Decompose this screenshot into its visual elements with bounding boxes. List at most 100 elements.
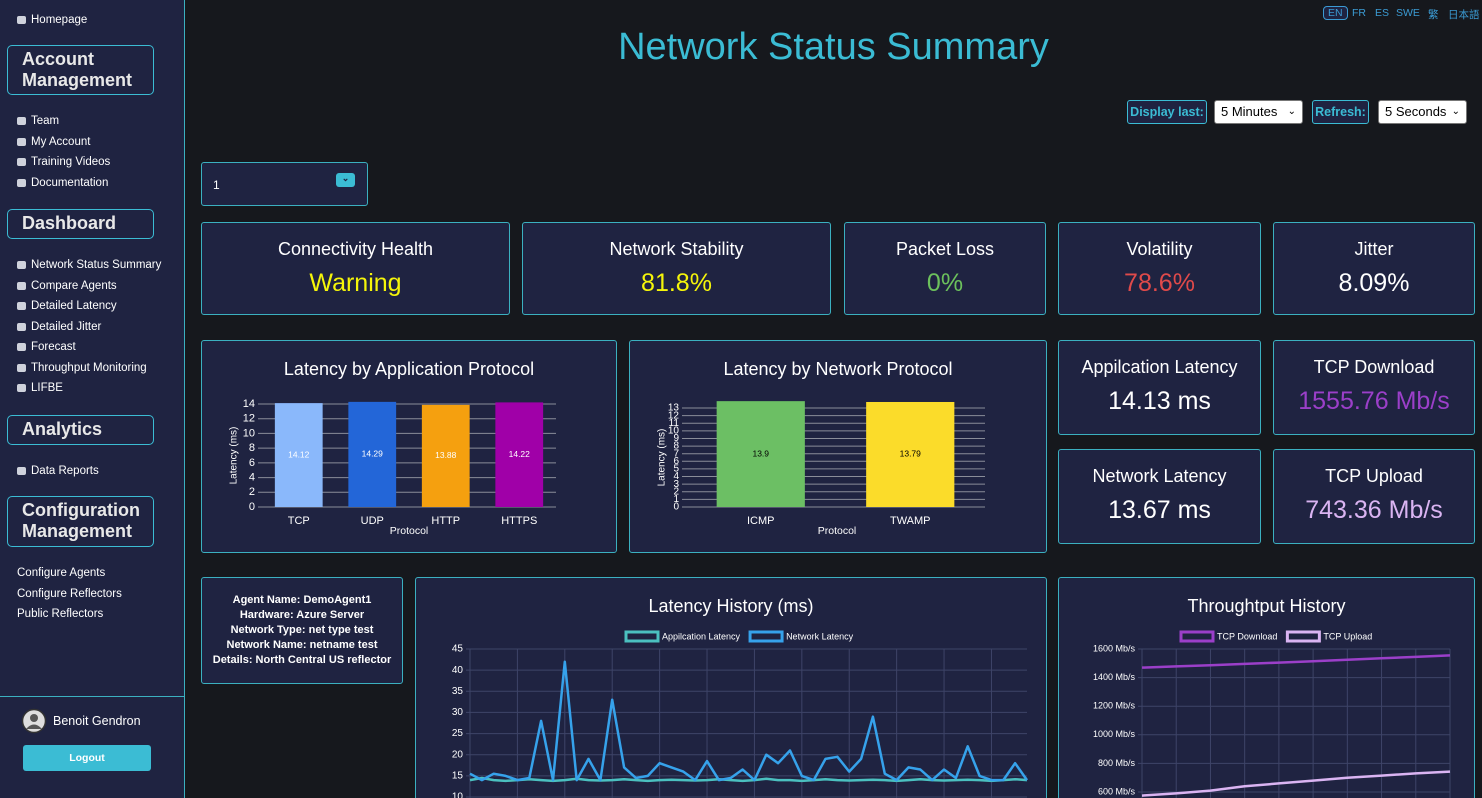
nav-link[interactable]: Detailed Latency (17, 300, 117, 312)
chart-title: Latency by Network Protocol (723, 359, 953, 379)
metric-label: Appilcation Latency (1081, 357, 1238, 377)
nav-text: Documentation (31, 176, 109, 189)
y-tick-label: 45 (452, 644, 464, 655)
y-tick-label: 4 (249, 471, 255, 483)
y-tick-label: 0 (673, 502, 679, 513)
y-tick-label: 12 (243, 413, 255, 425)
legend-label: Appilcation Latency (662, 631, 741, 641)
bar (348, 401, 397, 507)
y-tick-label: 40 (452, 665, 464, 676)
agent-info-line: Details: North Central US reflector (212, 654, 392, 666)
nav-link[interactable]: Training Videos (17, 156, 110, 168)
nav-link[interactable]: Compare Agents (17, 280, 117, 292)
x-tick-label: ICMP (747, 515, 775, 527)
bar-value-label: 14.22 (509, 449, 531, 459)
y-tick-label: 15 (452, 770, 464, 781)
metric-card: TCP Upload 743.36 Mb/s (1273, 449, 1475, 544)
logout-button[interactable]: Logout (23, 745, 151, 771)
refresh-select[interactable]: 5 Seconds ⌄ (1378, 100, 1467, 124)
nav-link[interactable]: Network Status Summary (17, 259, 161, 271)
nav-icon (17, 384, 26, 392)
series-line (469, 660, 1029, 782)
y-tick-label: 9 (673, 433, 679, 444)
language-option[interactable]: EN (1323, 6, 1348, 20)
agent-info-line: Agent Name: DemoAgent1 (232, 594, 372, 606)
nav-icon (17, 322, 26, 331)
nav-link[interactable]: Detailed Jitter (17, 321, 101, 333)
y-axis-label: Latency (ms) (657, 429, 668, 487)
bar-value-label: 13.88 (435, 450, 457, 460)
metric-card: Jitter 8.09% (1273, 222, 1475, 315)
section-header: Analytics (7, 415, 154, 445)
nav-text: Configure Agents (17, 567, 106, 579)
nav-text: Data Reports (31, 465, 99, 477)
y-tick-label: 7 (673, 448, 679, 459)
metric-card: TCP Download 1555.76 Mb/s (1273, 340, 1475, 435)
y-tick-label: 0 (249, 501, 255, 513)
chart-title: Latency by Application Protocol (283, 359, 535, 379)
y-tick-label: 12 (668, 410, 680, 421)
nav-icon (17, 158, 26, 166)
nav-icon (17, 363, 26, 372)
bar (716, 401, 805, 507)
series-line (1141, 770, 1451, 797)
language-option[interactable]: 繁 (1428, 9, 1439, 21)
x-axis-label: Protocol (390, 525, 429, 537)
y-tick-label: 4 (673, 471, 679, 482)
display-select[interactable]: 5 Minutes ⌄ (1214, 100, 1303, 124)
agent-select[interactable]: 1 ⌄ (201, 162, 368, 206)
metric-card: Appilcation Latency 14.13 ms (1058, 340, 1261, 435)
series-line (469, 776, 1028, 783)
y-tick-label: 2 (673, 486, 679, 497)
nav-text: Compare Agents (31, 279, 117, 292)
nav-link[interactable]: LIFBE (17, 382, 63, 394)
nav-icon (17, 467, 26, 475)
legend-swatch (1179, 630, 1215, 643)
nav-link[interactable]: Throughput Monitoring (17, 362, 147, 374)
metric-card: Network Latency 13.67 ms (1058, 449, 1261, 544)
section-header: Dashboard (7, 209, 154, 239)
nav-link[interactable]: Data Reports (17, 465, 99, 477)
app-protocol-card: Latency by Application Protocol (201, 340, 617, 553)
bar-value-label: 13.9 (752, 448, 769, 458)
y-tick-label: 1200 Mb/s (1093, 701, 1136, 711)
dropdown-icon: ⌄ (336, 173, 355, 187)
y-tick-label: 3 (673, 479, 679, 490)
nav-text: Team (31, 115, 60, 127)
nav-link[interactable]: My Account (17, 136, 90, 148)
metric-value: 13.67 ms (1108, 496, 1211, 524)
language-option[interactable]: FR (1352, 7, 1366, 19)
language-option[interactable]: SWE (1396, 7, 1420, 19)
y-tick-label: 20 (452, 749, 464, 760)
metric-card: Packet Loss 0% (844, 222, 1046, 315)
bar-value-label: 14.29 (362, 449, 384, 459)
sidebar: Homepage Account Management Team My Accoun… (0, 0, 185, 798)
nav-link[interactable]: Forecast (17, 341, 76, 353)
nav-link[interactable]: Public Reflectors (17, 608, 103, 620)
nav-link[interactable]: Configure Reflectors (17, 588, 122, 600)
metric-label: TCP Download (1313, 357, 1435, 377)
metric-label: TCP Upload (1325, 466, 1423, 486)
bar (421, 404, 470, 507)
y-tick-label: 6 (249, 457, 255, 469)
nav-icon (17, 117, 26, 125)
y-tick-label: 800 Mb/s (1098, 758, 1136, 768)
legend-label: TCP Download (1217, 631, 1277, 641)
nav-text: Forecast (31, 341, 76, 353)
language-option[interactable]: 日本語 (1448, 9, 1480, 21)
nav-link[interactable]: Team (17, 115, 59, 127)
y-tick-label: 1400 Mb/s (1093, 672, 1136, 682)
metric-label: Packet Loss (895, 239, 995, 259)
y-tick-label: 8 (673, 441, 679, 452)
home-link[interactable]: Homepage (17, 14, 87, 26)
agent-info-line: Hardware: Azure Server (239, 609, 365, 621)
metric-card: Network Stability 81.8% (522, 222, 831, 315)
nav-link[interactable]: Configure Agents (17, 567, 105, 579)
language-option[interactable]: ES (1375, 7, 1390, 19)
series-line (1141, 654, 1451, 669)
nav-link[interactable]: Documentation (17, 177, 108, 189)
nav-text: My Account (31, 135, 91, 148)
nav-text: Detailed Latency (31, 300, 117, 312)
x-tick-label: TWAMP (890, 515, 931, 527)
chart-title: Throughtput History (1187, 596, 1346, 616)
